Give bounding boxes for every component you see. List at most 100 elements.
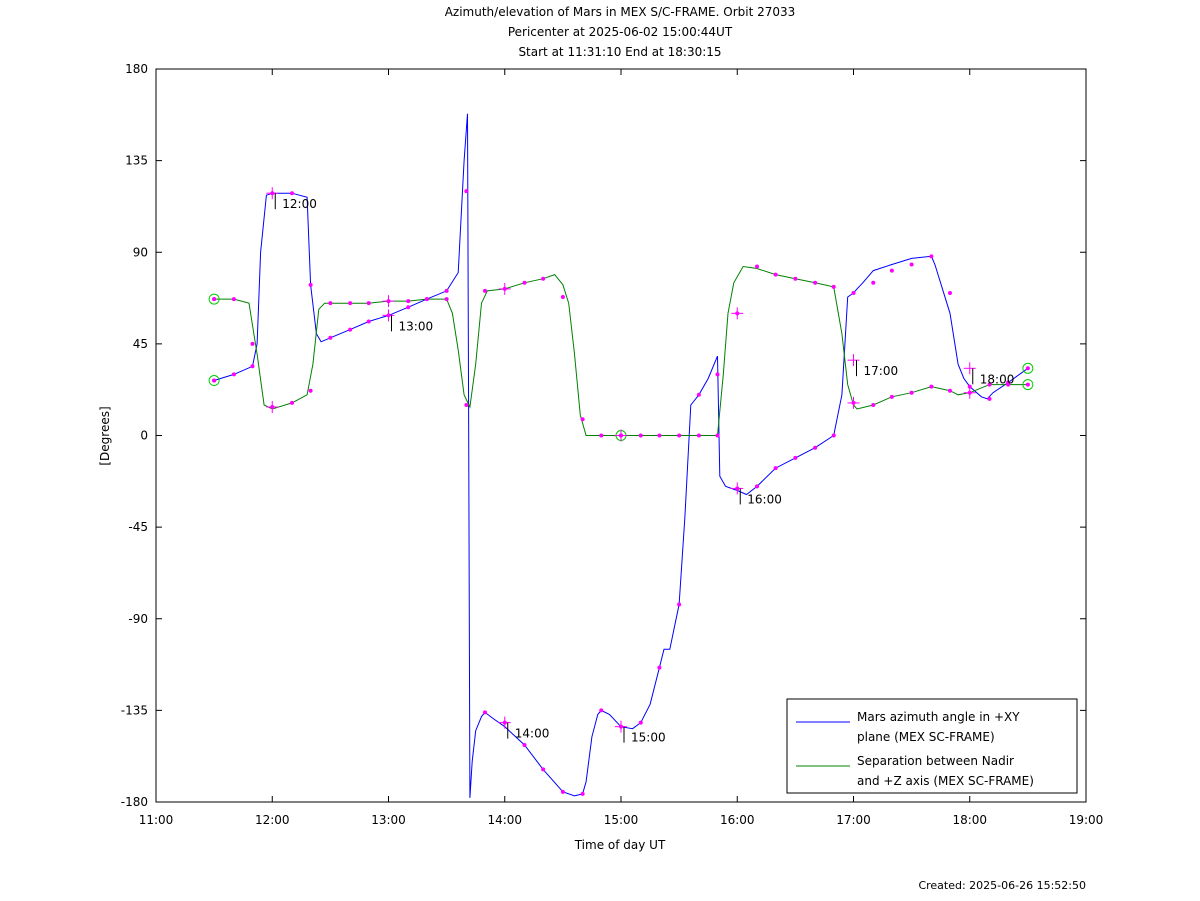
y-axis-label: [Degrees] [98, 406, 112, 465]
separation-point [464, 402, 469, 407]
x-tick-label: 18:00 [952, 813, 987, 827]
hour-label: 12:00 [282, 197, 317, 211]
separation-point [366, 301, 371, 306]
separation-point [580, 417, 585, 422]
x-tick-label: 15:00 [604, 813, 639, 827]
azimuth-point [657, 665, 662, 670]
separation-point [348, 301, 353, 306]
azimuth-point [560, 789, 565, 794]
azimuth-point [482, 710, 487, 715]
azimuth-point [871, 280, 876, 285]
endpoint-marker [1022, 362, 1034, 374]
x-tick-label: 11:00 [139, 813, 174, 827]
separation-point [773, 272, 778, 277]
x-tick-label: 13:00 [371, 813, 406, 827]
y-tick-label: 135 [125, 154, 148, 168]
series-line-azimuth [213, 113, 1029, 798]
separation-point [444, 297, 449, 302]
separation-point [889, 394, 894, 399]
y-tick-label: 90 [133, 245, 148, 259]
azimuth-point [813, 445, 818, 450]
azimuth-point [464, 189, 469, 194]
azimuth-point [696, 392, 701, 397]
hour-label: 16:00 [747, 492, 782, 506]
separation-point [909, 390, 914, 395]
separation-point [696, 433, 701, 438]
azimuth-point [231, 372, 236, 377]
endpoint-marker [208, 293, 220, 305]
separation-point [599, 433, 604, 438]
separation-point [929, 384, 934, 389]
x-tick-label: 12:00 [255, 813, 290, 827]
endpoint-center [212, 297, 217, 302]
legend-label-azimuth-line-1: Mars azimuth angle in +XY [857, 710, 1020, 724]
azimuth-point [929, 254, 934, 259]
azimuth-point [366, 319, 371, 324]
separation-point [987, 382, 992, 387]
endpoint-marker [208, 375, 220, 387]
x-axis-ticks: 11:00 12:00 13:00 14:00 15:00 16:00 17:00 18:00… [139, 69, 1104, 827]
y-tick-label: -90 [128, 612, 148, 626]
separation-point [871, 402, 876, 407]
legend-label-azimuth-line-2: plane (MEX SC-FRAME) [857, 730, 995, 744]
azimuth-point [580, 791, 585, 796]
azimuth-point [348, 327, 353, 332]
hour-label: 17:00 [864, 364, 899, 378]
separation-point [793, 276, 798, 281]
series-line-separation [214, 265, 1028, 436]
azimuth-point [638, 720, 643, 725]
y-tick-label: 180 [125, 62, 148, 76]
title-line-3: Start at 11:31:10 End at 18:30:15 [518, 45, 721, 59]
x-tick-label: 19:00 [1069, 813, 1104, 827]
azimuth-point [967, 384, 972, 389]
legend-label-separation-line-2: and +Z axis (MEX SC-FRAME) [857, 774, 1034, 788]
separation-point [250, 341, 255, 346]
separation-point [677, 433, 682, 438]
y-tick-label: 45 [133, 337, 148, 351]
y-tick-label: -45 [128, 520, 148, 534]
separation-point [231, 297, 236, 302]
separation-point [715, 433, 720, 438]
endpoint-center [212, 378, 217, 383]
hour-label: 14:00 [515, 727, 550, 741]
markers-group [208, 189, 1034, 796]
x-axis-label: Time of day UT [574, 838, 666, 852]
y-tick-label: -135 [121, 703, 148, 717]
hour-markers-group: 12:00 13:00 14:00 15:00 16:00 17:00 18:00 [266, 187, 1014, 745]
azimuth-point [909, 262, 914, 267]
azimuth-point [290, 191, 295, 196]
separation-point [290, 400, 295, 405]
separation-point [831, 284, 836, 289]
azimuth-point [677, 602, 682, 607]
legend-box [786, 698, 1078, 794]
title-line-2: Pericenter at 2025-06-02 15:00:44UT [508, 25, 733, 39]
hour-label: 13:00 [399, 319, 434, 333]
endpoint-marker [1022, 379, 1034, 391]
azimuth-point [889, 268, 894, 273]
separation-point [522, 280, 527, 285]
separation-point [424, 297, 429, 302]
x-tick-label: 17:00 [836, 813, 871, 827]
azimuth-point [831, 433, 836, 438]
azimuth-point [987, 396, 992, 401]
separation-point [755, 264, 760, 269]
separation-point [657, 433, 662, 438]
azimuth-point [541, 767, 546, 772]
azimuth-point [599, 708, 604, 713]
legend: Mars azimuth angle in +XY plane (MEX SC-… [786, 698, 1078, 794]
endpoint-center [1025, 382, 1030, 387]
separation-point [813, 280, 818, 285]
endpoint-center [1025, 366, 1030, 371]
hour-label: 15:00 [631, 731, 666, 745]
azimuth-point [793, 455, 798, 460]
separation-point [328, 301, 333, 306]
separation-point [947, 388, 952, 393]
azimuth-point [308, 282, 313, 287]
chart-title: Azimuth/elevation of Mars in MEX S/C-FRA… [445, 5, 796, 59]
azimuth-point [250, 364, 255, 369]
separation-point [482, 288, 487, 293]
y-tick-label: -180 [121, 795, 148, 809]
series-group [213, 113, 1029, 798]
azimuth-point [947, 290, 952, 295]
